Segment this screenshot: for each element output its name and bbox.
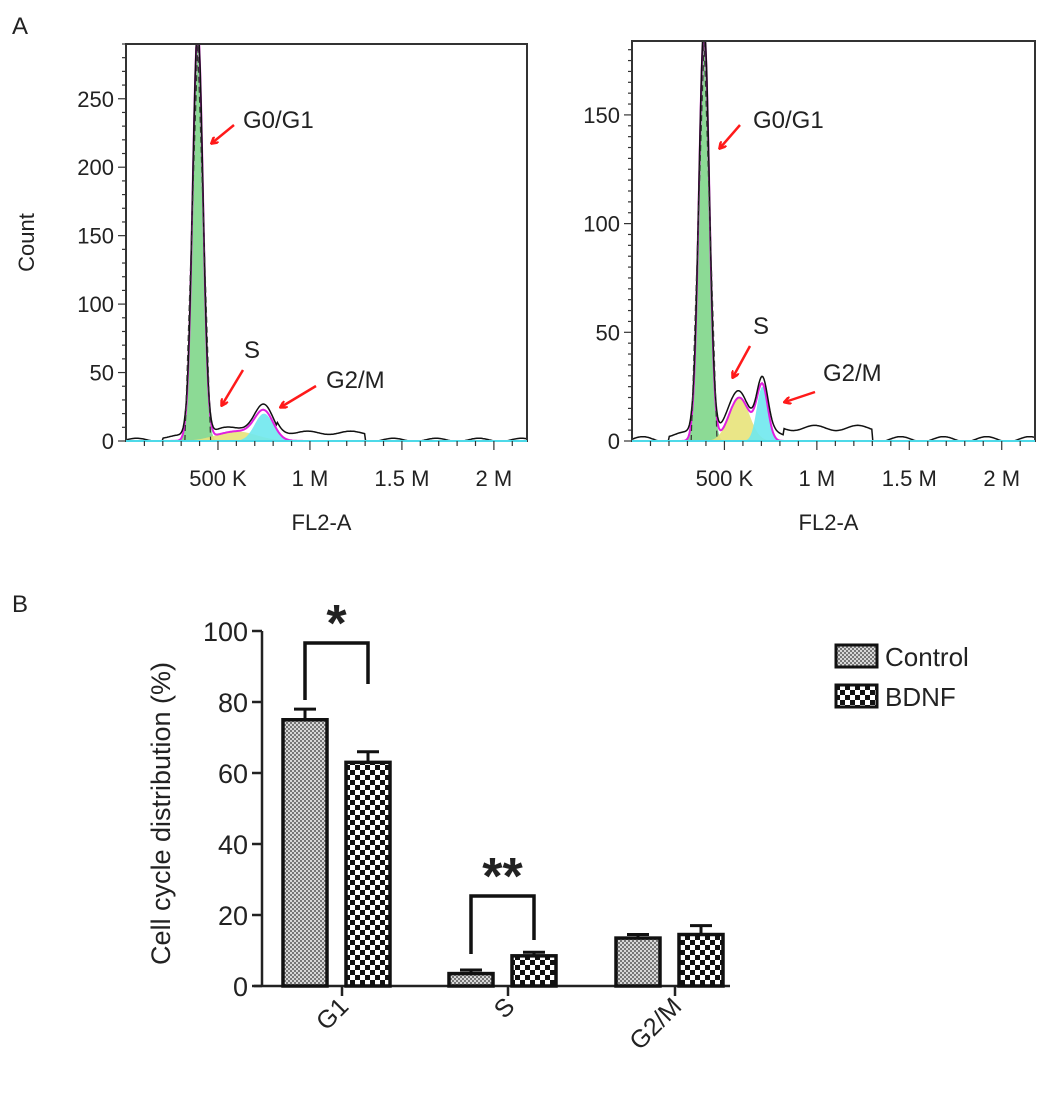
annotation-arrow [733, 345, 752, 377]
bar-bdnf-g1 [344, 760, 392, 988]
x-tick-label: S [489, 992, 521, 1024]
annotation-label: G0/G1 [243, 107, 314, 134]
bar-bdnf-g2m [677, 932, 725, 988]
y-tick-label: 80 [218, 688, 248, 718]
y-tick-label: 100 [203, 617, 248, 647]
bar-control-s [447, 971, 495, 988]
histogram-left: 0 50 100 150 200 250 500 K 1 M 1.5 M 2 M FL2-A Coun… [14, 43, 528, 535]
y-tick-label: 40 [218, 830, 248, 860]
significance-bracket [303, 641, 370, 700]
legend-label-control: Control [885, 642, 969, 672]
annotation-label: S [244, 337, 260, 364]
annotation-arrow [281, 384, 317, 407]
y-tick-label: 150 [583, 103, 620, 128]
bar-control-g1 [281, 718, 329, 988]
annotation-arrow [720, 124, 741, 148]
histogram-component-1 [632, 397, 1035, 441]
x-tick-label: G2/M [624, 992, 687, 1055]
y-tick-label: 150 [77, 224, 114, 249]
y-tick-label: 60 [218, 759, 248, 789]
y-tick-label: 50 [90, 361, 114, 386]
legend-swatch-bdnf [834, 683, 879, 709]
panel-label-b: B [12, 591, 28, 618]
bar-control-g2m [614, 936, 662, 988]
annotation-arrow [785, 390, 816, 402]
y-tick-label: 100 [77, 292, 114, 317]
x-axis-label: FL2-A [292, 510, 352, 535]
significance-bracket [469, 894, 536, 954]
annotation-label: S [753, 313, 769, 340]
bar-chart: 0 20 40 60 80 100 Cell cycle distribution (%) G… [146, 595, 969, 1055]
x-tick-label: 1.5 M [374, 466, 429, 491]
y-axis-label: Count [14, 213, 39, 272]
x-tick-label: 2 M [476, 466, 513, 491]
x-tick-label: G1 [311, 992, 354, 1035]
x-tick-label: 1 M [292, 466, 329, 491]
y-tick-label: 50 [596, 320, 620, 345]
annotation-arrow [212, 124, 235, 143]
panel-label-a: A [12, 13, 28, 40]
annotation-arrow [222, 369, 245, 405]
bar-bdnf-s [510, 954, 558, 988]
annotation-label: G0/G1 [753, 107, 824, 134]
y-tick-label: 20 [218, 901, 248, 931]
y-axis-label: Cell cycle distribution (%) [146, 662, 176, 965]
y-tick-label: 100 [583, 212, 620, 237]
legend-swatch-control [834, 643, 879, 669]
y-tick-label: 0 [102, 429, 114, 454]
y-tick-label: 200 [77, 155, 114, 180]
y-tick-label: 0 [608, 429, 620, 454]
y-tick-label: 0 [233, 972, 248, 1002]
x-axis-label: FL2-A [799, 510, 859, 535]
annotation-label: G2/M [823, 360, 882, 387]
significance-marker: ** [482, 848, 523, 906]
x-tick-label: 1 M [799, 466, 836, 491]
g1-fit-dashed-line [184, 43, 212, 442]
legend-label-bdnf: BDNF [885, 682, 956, 712]
histogram-component-1 [126, 431, 527, 441]
x-tick-label: 2 M [983, 466, 1020, 491]
histogram-right: 0 50 100 150 500 K 1 M 1.5 M 2 M FL2-A G0/G1 S G2/M [583, 40, 1036, 535]
significance-marker: * [326, 595, 347, 653]
x-tick-label: 500 K [189, 466, 247, 491]
y-tick-label: 250 [77, 87, 114, 112]
x-tick-label: 1.5 M [882, 466, 937, 491]
annotation-label: G2/M [326, 367, 385, 394]
x-tick-label: 500 K [696, 466, 754, 491]
